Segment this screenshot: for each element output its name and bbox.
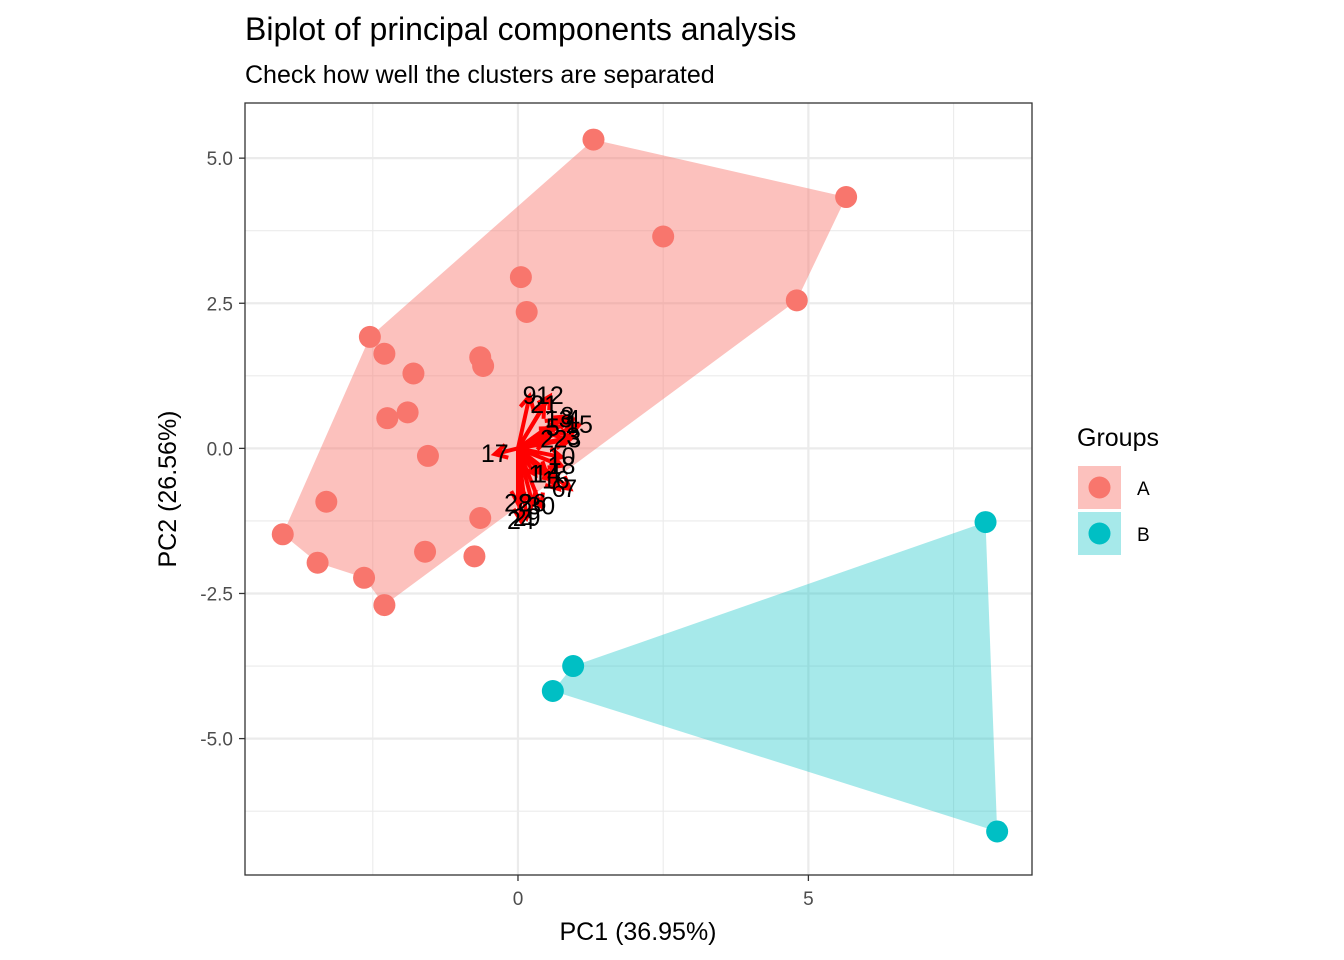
point-group-a [416,444,439,467]
loading-arrow-30 [516,447,544,508]
legend-label-b: B [1137,525,1150,546]
loading-label-10: 10 [548,443,576,471]
loading-label-8: 8 [560,402,574,430]
loading-label-13: 13 [545,405,573,433]
point-group-a [463,545,486,568]
hull-group-b [552,522,998,832]
point-group-b [974,511,997,534]
legend-dot-a [1088,476,1111,499]
point-group-a [271,523,294,546]
loading-arrow-21 [516,403,546,450]
point-group-a [306,551,329,574]
loading-label-24: 24 [507,507,535,535]
loading-label-15: 15 [565,411,593,439]
x-tick-label: 5 [803,889,814,910]
point-group-a [582,128,605,151]
y-tick-label: 2.5 [207,294,233,315]
loading-arrowhead-17 [490,443,509,460]
loading-label-21: 21 [530,391,558,419]
y-axis: 5.0 2.5 0.0 -2.5 -5.0 [200,149,245,751]
y-tick-label: 0.0 [207,439,233,460]
point-group-a [358,325,381,348]
hull-group-a [282,139,847,606]
loading-label-26: 26 [519,490,547,518]
legend-dot-b [1088,522,1111,545]
y-tick-label: -2.5 [200,584,233,605]
score-points [271,128,1009,843]
loading-label-4: 4 [566,405,580,433]
chart-subtitle: Check how well the clusters are separate… [245,61,715,89]
loading-label-30: 30 [527,492,555,520]
point-group-a [509,266,532,289]
point-group-a [402,362,425,385]
point-group-a [469,507,492,530]
loading-arrowhead-10 [547,446,566,464]
loading-label-23: 23 [553,426,581,454]
point-group-a [373,342,396,365]
loading-arrow-23 [517,437,568,451]
point-group-a [835,186,858,209]
point-group-a [515,300,538,323]
y-axis-title: PC2 (26.56%) [154,410,182,567]
loading-arrow-7 [516,446,572,491]
legend: Groups A B [1077,424,1159,555]
loading-label-12: 12 [536,382,564,410]
loading-arrow-18 [517,446,563,468]
loading-label-1: 1 [528,460,542,488]
loading-arrowhead-24 [511,507,529,526]
loading-arrowhead-21 [531,401,547,419]
loading-arrow-24 [515,448,523,522]
x-tick-label: 0 [513,889,524,910]
point-group-a [315,490,338,513]
loading-label-16: 16 [542,466,570,494]
point-group-b [541,679,564,702]
point-group-a [373,594,396,617]
loading-arrowhead-7 [556,475,574,492]
plot-panel [245,103,1032,875]
loading-label-29: 29 [513,504,541,532]
loading-arrowhead-9 [518,392,536,411]
loading-label-5: 5 [546,414,560,442]
point-group-b [986,820,1009,843]
loading-label-9: 9 [523,382,537,410]
legend-label-a: A [1137,479,1150,500]
loading-arrows [490,392,583,526]
chart-title: Biplot of principal components analysis [245,11,796,47]
plot-border [244,102,1033,876]
loading-arrowhead-30 [529,492,545,511]
legend-title: Groups [1077,424,1159,452]
loading-label-18: 18 [548,452,576,480]
point-group-a [396,401,419,424]
loading-label-7: 7 [563,475,577,503]
loading-arrow-9 [516,395,532,449]
loading-label-14: 14 [533,460,561,488]
point-group-a [652,225,675,248]
loading-label-3: 3 [566,423,580,451]
loading-arrowhead-12 [536,392,553,411]
loading-arrowhead-4 [559,417,577,433]
loading-label-2: 2 [540,426,554,454]
loading-arrowhead-15 [564,421,583,438]
point-group-a [785,289,808,312]
point-group-b [562,655,585,678]
legend-item-b: B [1078,512,1150,555]
cluster-hulls [282,139,998,832]
y-tick-label: -5.0 [200,730,233,751]
loading-arrowhead-5 [538,425,557,442]
y-tick-label: 5.0 [207,149,233,170]
loading-label-17: 17 [481,440,509,468]
loading-label-6: 6 [552,475,566,503]
point-group-a [353,566,376,589]
loading-label-28: 28 [504,490,532,518]
loading-arrowhead-23 [553,433,572,450]
point-group-a [376,407,399,430]
legend-item-a: A [1078,466,1150,509]
x-axis-title: PC1 (36.95%) [559,918,716,946]
point-group-a [414,540,437,563]
point-group-a [472,354,495,377]
